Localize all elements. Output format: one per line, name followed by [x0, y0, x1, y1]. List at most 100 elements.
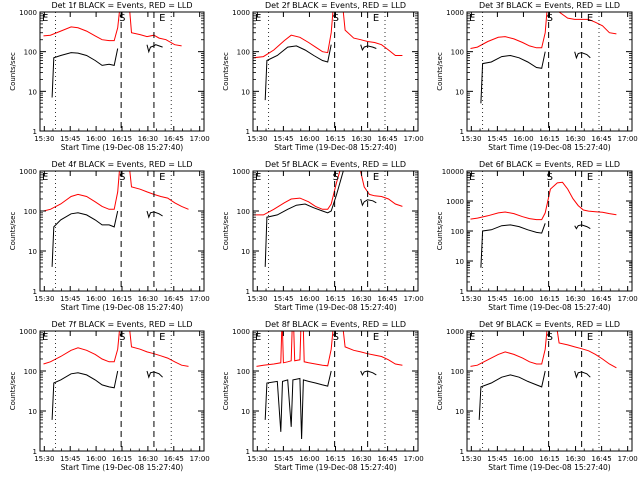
x-tick-label: 16:30	[351, 455, 371, 463]
panel-6: Det 6f BLACK = Events, RED = LLD E S E 1 10 10…	[436, 160, 638, 312]
y-axis-label: Counts/sec	[9, 212, 17, 251]
events-line-seg1	[360, 198, 377, 207]
y-tick-label: 10	[28, 248, 37, 256]
marker-label-e-end: E	[159, 172, 165, 183]
panel-title: Det 4f BLACK = Events, RED = LLD	[51, 160, 192, 169]
x-tick-label: 16:30	[138, 295, 158, 303]
lld-line-seg0	[253, 171, 403, 216]
lld-line-seg1	[342, 331, 403, 366]
marker-label-e-end: E	[159, 332, 165, 343]
marker-label-e-start: E	[255, 172, 261, 183]
x-tick-label: 16:15	[112, 295, 132, 303]
x-tick-label: 16:45	[164, 295, 184, 303]
y-tick-label: 1	[460, 128, 464, 136]
lld-line-seg1	[129, 171, 189, 210]
y-tick-label: 1	[33, 288, 37, 296]
marker-label-e-end: E	[373, 332, 379, 343]
y-tick-label: 100	[451, 49, 464, 57]
panel-2: Det 2f BLACK = Events, RED = LLD E S E 1 10 10…	[222, 1, 424, 152]
marker-label-s: S	[547, 332, 553, 343]
x-tick-label: 16:15	[112, 135, 132, 143]
x-tick-label: 15:30	[461, 455, 481, 463]
marker-label-s: S	[119, 172, 125, 183]
x-tick-label: 16:15	[325, 455, 345, 463]
marker-label-e-start: E	[469, 172, 475, 183]
x-tick-label: 16:15	[539, 135, 559, 143]
y-tick-label: 10	[241, 408, 250, 416]
lld-line-seg0	[253, 12, 334, 59]
x-tick-label: 17:00	[190, 455, 210, 463]
lld-line-seg1	[557, 12, 617, 35]
x-tick-label: 16:30	[138, 135, 158, 143]
y-tick-label: 1	[460, 448, 464, 456]
events-line-seg1	[574, 370, 591, 379]
marker-label-e-end: E	[587, 13, 593, 24]
y-tick-label: 1000	[446, 198, 464, 206]
x-axis-label: Start Time (19-Dec-08 15:27:40)	[488, 143, 610, 152]
marker-label-e-start: E	[42, 13, 48, 24]
x-tick-label: 16:45	[164, 455, 184, 463]
x-axis-label: Start Time (19-Dec-08 15:27:40)	[488, 303, 610, 312]
y-tick-label: 1000	[19, 168, 37, 176]
y-tick-label: 100	[24, 49, 37, 57]
x-tick-label: 16:45	[592, 295, 612, 303]
lld-line-seg0	[470, 181, 617, 221]
lld-line-seg0	[470, 12, 548, 49]
panel-title: Det 8f BLACK = Events, RED = LLD	[265, 320, 406, 329]
x-tick-label: 15:45	[60, 135, 80, 143]
marker-label-e-start: E	[42, 172, 48, 183]
x-tick-label: 16:45	[164, 135, 184, 143]
x-axis-label: Start Time (19-Dec-08 15:27:40)	[274, 303, 396, 312]
marker-label-s: S	[333, 172, 339, 183]
events-line-seg0	[478, 370, 546, 420]
x-axis-label: Start Time (19-Dec-08 15:27:40)	[61, 463, 183, 472]
events-line-seg0	[51, 370, 119, 420]
x-tick-label: 16:45	[378, 455, 398, 463]
marker-label-e-start: E	[469, 13, 475, 24]
panel-title: Det 6f BLACK = Events, RED = LLD	[479, 160, 620, 169]
x-tick-label: 17:00	[618, 295, 638, 303]
marker-label-e-start: E	[255, 332, 261, 343]
panel-title: Det 9f BLACK = Events, RED = LLD	[479, 320, 620, 329]
marker-label-s: S	[547, 13, 553, 24]
y-tick-label: 1000	[232, 328, 250, 336]
x-tick-label: 15:30	[34, 295, 54, 303]
marker-label-e-end: E	[587, 172, 593, 183]
events-line-seg0	[480, 223, 546, 268]
events-line-seg1	[146, 370, 163, 379]
x-tick-label: 16:15	[325, 295, 345, 303]
x-tick-label: 15:30	[247, 135, 267, 143]
x-tick-label: 15:45	[487, 135, 507, 143]
x-tick-label: 16:30	[351, 135, 371, 143]
lld-line-seg0	[256, 331, 334, 367]
x-tick-label: 16:00	[86, 135, 106, 143]
marker-label-e-end: E	[373, 172, 379, 183]
plot-frame	[252, 11, 419, 132]
marker-label-s: S	[119, 13, 125, 24]
y-axis-label: Counts/sec	[9, 372, 17, 411]
y-tick-label: 1	[33, 448, 37, 456]
x-tick-label: 16:00	[513, 455, 533, 463]
x-tick-label: 16:30	[565, 135, 585, 143]
plot-frame	[466, 330, 633, 452]
lld-line-seg1	[556, 331, 617, 369]
plot-frame	[466, 170, 633, 292]
y-tick-label: 100	[451, 368, 464, 376]
panel-title: Det 2f BLACK = Events, RED = LLD	[265, 1, 406, 10]
events-line-seg1	[146, 210, 163, 219]
y-tick-label: 1	[246, 128, 250, 136]
events-line-seg0	[51, 48, 119, 98]
lld-line-seg0	[43, 12, 120, 42]
events-line-seg1	[574, 224, 591, 230]
y-tick-label: 1	[460, 288, 464, 296]
lld-line-seg0	[43, 171, 120, 212]
y-tick-label: 10	[241, 248, 250, 256]
panel-5: Det 5f BLACK = Events, RED = LLD E S E 1 10 10…	[222, 160, 424, 312]
x-tick-label: 17:00	[404, 455, 424, 463]
x-tick-label: 17:00	[618, 135, 638, 143]
